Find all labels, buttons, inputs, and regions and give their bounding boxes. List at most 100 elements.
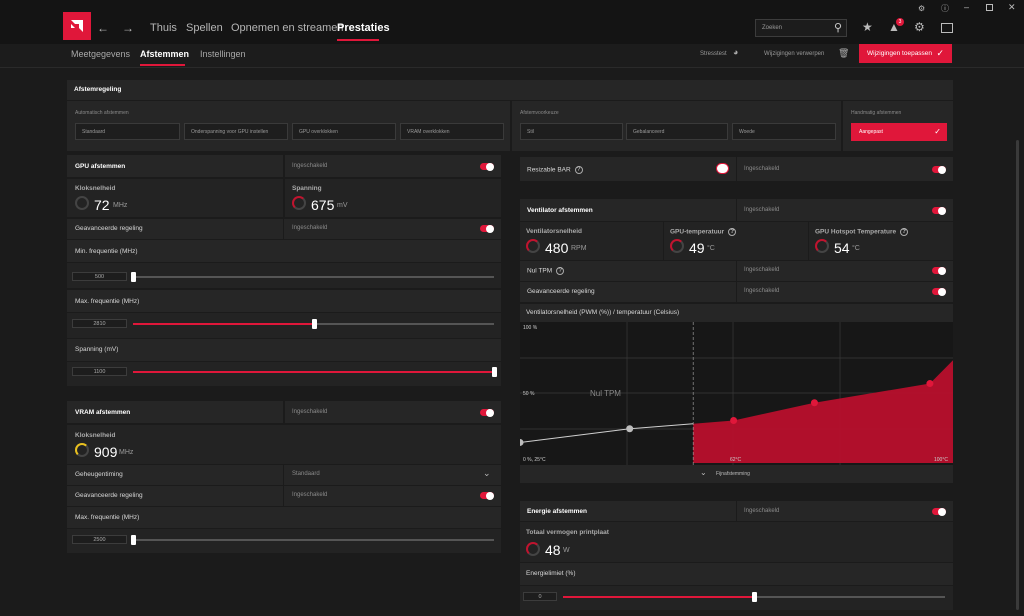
zero-rpm-state: Ingeschakeld	[744, 267, 780, 273]
stresstest-gauge-icon[interactable]: ◕	[733, 47, 739, 57]
nav-record-stream[interactable]: Opnemen en streamen	[231, 22, 344, 34]
checkmark-icon: ✓	[934, 127, 941, 136]
fan-curve-point[interactable]	[520, 438, 524, 446]
hotspot-temp-unit: °C	[852, 245, 860, 252]
resizable-bar-label: Resizable BAR?	[527, 166, 583, 174]
gpu-voltage-header: Spanning (mV)	[67, 339, 501, 361]
back-arrow-icon[interactable]: ←	[97, 21, 109, 35]
tab-metrics[interactable]: Meetgegevens	[71, 49, 131, 59]
gpu-temp-unit: °C	[707, 245, 715, 252]
info-icon[interactable]: ?	[728, 228, 737, 236]
power-limit-fill	[563, 596, 754, 598]
bell-icon[interactable]: ▲	[888, 20, 900, 34]
fan-curve-point[interactable]	[810, 399, 818, 407]
fine-tune-label[interactable]: Fijnafstemming	[716, 471, 750, 477]
gpu-volt-value[interactable]: 1100	[72, 367, 127, 376]
fan-tuning-toggle[interactable]	[932, 206, 946, 215]
gpu-advanced-label: Geavanceerde regeling	[75, 225, 143, 232]
hotspot-temp-value: 54	[834, 240, 850, 256]
nav-home[interactable]: Thuis	[150, 22, 177, 34]
vram-advanced-toggle[interactable]	[480, 491, 494, 500]
gpu-tuning-toggle[interactable]	[480, 162, 494, 171]
fan-curve-svg[interactable]	[520, 322, 953, 465]
tab-settings[interactable]: Instellingen	[200, 49, 246, 59]
gpu-volt-fill	[133, 371, 494, 373]
fan-curve-point[interactable]	[730, 417, 738, 425]
trash-icon[interactable]: 🗑	[838, 48, 850, 58]
zero-rpm-toggle[interactable]	[932, 266, 946, 275]
search-icon[interactable]: ⚲	[833, 22, 842, 34]
fan-advanced-label: Geavanceerde regeling	[527, 288, 595, 295]
scrollbar[interactable]	[1016, 140, 1019, 610]
gpu-min-freq-value[interactable]: 500	[72, 272, 127, 281]
preset-quiet-button[interactable]: Stil	[520, 123, 623, 140]
stresstest-link[interactable]: Stresstest	[700, 51, 727, 57]
amd-logo[interactable]	[63, 12, 91, 40]
maximize-icon[interactable]	[986, 4, 993, 11]
y-axis-top-label: 100 %	[523, 325, 538, 331]
gpu-advanced-toggle[interactable]	[480, 224, 494, 233]
fan-tuning-header: Ventilator afstemmen	[520, 199, 736, 221]
search-input[interactable]: Zoeken ⚲	[755, 19, 847, 37]
auto-undervolt-button[interactable]: Onderspanning voor GPU instellen	[184, 123, 288, 140]
fan-speed-label: Ventilatorsnelheid	[526, 228, 582, 235]
apply-button[interactable]: Wijzigingen toepassen ✓	[859, 44, 952, 63]
vram-max-freq-thumb[interactable]	[131, 535, 136, 545]
gpu-min-freq-thumb[interactable]	[131, 272, 136, 282]
gpu-volt-thumb[interactable]	[492, 367, 497, 377]
vram-max-freq-slider-row: 2500	[67, 529, 501, 553]
fan-curve-line-idle	[520, 423, 694, 443]
power-limit-header: Energielimiet (%)	[520, 563, 953, 585]
info-icon[interactable]: ?	[556, 267, 565, 275]
preset-rage-button[interactable]: Woede	[732, 123, 836, 140]
power-limit-value[interactable]: 0	[523, 592, 557, 601]
bug-icon[interactable]: ⚙	[918, 4, 926, 13]
auto-default-button[interactable]: Standaard	[75, 123, 180, 140]
vram-max-freq-value[interactable]: 2500	[72, 535, 127, 544]
manual-custom-button[interactable]: Aangepast ✓	[851, 123, 947, 141]
fan-curve-point[interactable]	[926, 380, 934, 388]
help-icon[interactable]: ⓘ	[941, 4, 949, 13]
manual-custom-label: Aangepast	[859, 129, 883, 135]
gpu-tuning-state-cell: Ingeschakeld	[285, 155, 501, 177]
auto-tuning-label: Automatisch afstemmen	[75, 110, 129, 116]
gpu-temp-label: GPU-temperatuur?	[670, 228, 737, 236]
vram-timing-value[interactable]: Standaard	[292, 471, 320, 477]
discard-link[interactable]: Wijzigingen verwerpen	[764, 51, 825, 57]
vram-tuning-title: VRAM afstemmen	[75, 409, 131, 416]
vram-max-freq-track	[133, 539, 494, 541]
minimize-icon[interactable]: –	[964, 2, 970, 12]
forward-arrow-icon[interactable]: →	[122, 21, 134, 35]
fan-advanced-toggle[interactable]	[932, 287, 946, 296]
gear-icon[interactable]: ⚙	[914, 20, 925, 34]
chevron-down-icon[interactable]: ⌄	[700, 468, 707, 477]
fan-curve-point[interactable]	[626, 425, 634, 433]
vram-tuning-toggle[interactable]	[480, 408, 494, 417]
power-tuning-toggle[interactable]	[932, 507, 946, 516]
auto-overclock-vram-button[interactable]: VRAM overklokken	[400, 123, 504, 140]
chevron-down-icon[interactable]: ⌄	[483, 468, 491, 478]
nav-performance[interactable]: Prestaties	[337, 22, 390, 34]
fan-curve-title: Ventilatorsnelheid (PWM (%)) / temperatu…	[526, 309, 680, 316]
x-axis-max-label: 100°C	[934, 457, 948, 463]
power-tuning-title: Energie afstemmen	[527, 508, 587, 515]
nav-games[interactable]: Spellen	[186, 22, 223, 34]
gpu-max-freq-fill	[133, 323, 314, 325]
fan-curve-chart[interactable]: 100 % 50 % 0 %, 25°C 62°C 100°C Nul TPM	[520, 322, 953, 465]
star-icon[interactable]: ★	[862, 20, 873, 34]
checkmark-icon: ✓	[936, 48, 944, 58]
resizable-bar-toggle[interactable]	[932, 165, 946, 174]
auto-overclock-gpu-button[interactable]: GPU overklokken	[292, 123, 396, 140]
fine-tune-row[interactable]: ⌄ Fijnafstemming	[520, 465, 953, 483]
divider	[283, 486, 284, 506]
gpu-clock-gauge	[75, 196, 89, 210]
info-icon[interactable]: ?	[574, 166, 583, 174]
gpu-max-freq-thumb[interactable]	[311, 319, 317, 329]
close-icon[interactable]: ✕	[1008, 2, 1016, 12]
preset-balanced-button[interactable]: Gebalanceerd	[626, 123, 728, 140]
tab-tuning[interactable]: Afstemmen	[140, 49, 190, 59]
power-limit-thumb[interactable]	[752, 592, 757, 602]
gpu-max-freq-value[interactable]: 2810	[72, 319, 127, 328]
sidebar-toggle-icon[interactable]	[941, 23, 953, 33]
info-icon[interactable]: ?	[900, 228, 909, 236]
